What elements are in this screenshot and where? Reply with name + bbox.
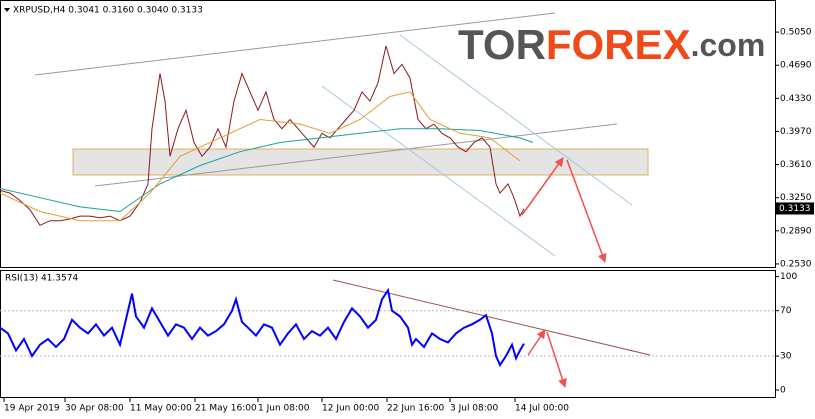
rsi-trend-line (332, 279, 651, 356)
y-tick-label: 0.2890 (780, 226, 812, 236)
forecast-arrow (521, 157, 564, 216)
y-tick-label: 100 (780, 272, 797, 282)
forecast-arrow (566, 159, 607, 263)
rsi-panel (0, 270, 776, 398)
x-tick-label: 14 Jul 00:00 (515, 404, 569, 414)
channel-line (321, 85, 556, 257)
x-tick-label: 30 Apr 08:00 (65, 404, 124, 414)
y-tick-label: 0.3970 (780, 127, 812, 137)
logo: TORFOREX.com (458, 21, 765, 68)
y-tick-label: 0.2530 (780, 259, 812, 269)
x-tick-label: 11 May 00:00 (130, 404, 192, 414)
y-tick-label: 0.5050 (780, 28, 812, 38)
x-tick-label: 3 Jul 08:00 (450, 404, 499, 414)
price-line (0, 45, 525, 226)
channel-line (399, 34, 633, 206)
y-tick-label: 0.3610 (780, 160, 812, 170)
rsi-title: RSI(13) 41.3574 (5, 274, 78, 284)
y-tick-label: 70 (780, 306, 792, 316)
y-tick-label: 0.3250 (780, 193, 812, 203)
chart-title: XRPUSD,H4 0.3041 0.3160 0.3040 0.3133 (13, 6, 203, 16)
main-panel (0, 0, 776, 268)
logo-part: TOR (458, 21, 546, 68)
x-tick-label: 19 Apr 2019 (4, 404, 60, 414)
y-tick-label: 30 (780, 352, 792, 362)
last-price-box (776, 202, 814, 215)
last-price-label: 0.3133 (779, 204, 811, 214)
x-tick-label: 1 Jun 08:00 (258, 404, 310, 414)
indicator-line (0, 91, 521, 222)
logo-part: .com (691, 27, 766, 63)
x-tick-label: 22 Jun 16:00 (387, 404, 444, 414)
menu-triangle (4, 8, 10, 12)
forecast-arrow (527, 329, 546, 356)
channel-line (34, 12, 556, 76)
forecast-arrow (546, 331, 567, 388)
logo-part: FOREX (546, 21, 691, 68)
y-tick-label: 0.4330 (780, 94, 812, 104)
indicator-line (0, 128, 534, 213)
indicator-line (0, 287, 525, 368)
y-tick-label: 0.4690 (780, 61, 812, 71)
resistance-zone (72, 148, 649, 176)
channel-line (94, 123, 618, 187)
y-tick-label: 0 (780, 386, 786, 396)
x-tick-label: 21 May 16:00 (195, 404, 257, 414)
x-tick-label: 12 Jun 00:00 (322, 404, 379, 414)
